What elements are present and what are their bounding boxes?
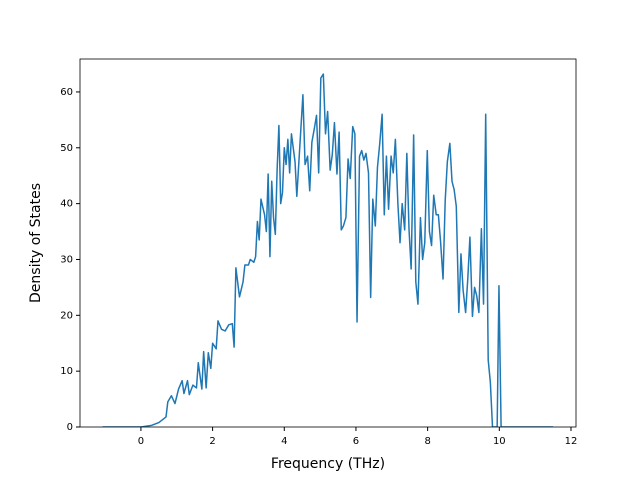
x-tick-label: 6 (353, 436, 359, 447)
x-tick-label: 2 (209, 436, 215, 447)
plot-frame (79, 58, 577, 428)
y-tick-label: 40 (60, 199, 73, 210)
y-tick-label: 10 (60, 366, 73, 377)
x-tick-label: 12 (565, 436, 578, 447)
y-tick-label: 0 (67, 422, 73, 433)
x-tick-label: 4 (281, 436, 287, 447)
y-axis-label: Density of States (28, 183, 44, 303)
x-tick-label: 10 (493, 436, 506, 447)
y-tick-label: 30 (60, 254, 73, 265)
x-tick-label: 8 (424, 436, 430, 447)
data-line (102, 73, 554, 427)
y-tick-label: 20 (60, 310, 73, 321)
x-axis-label: Frequency (THz) (271, 456, 385, 472)
x-tick-label: 0 (138, 436, 144, 447)
y-tick-label: 50 (60, 143, 73, 154)
y-tick-label: 60 (60, 87, 73, 98)
